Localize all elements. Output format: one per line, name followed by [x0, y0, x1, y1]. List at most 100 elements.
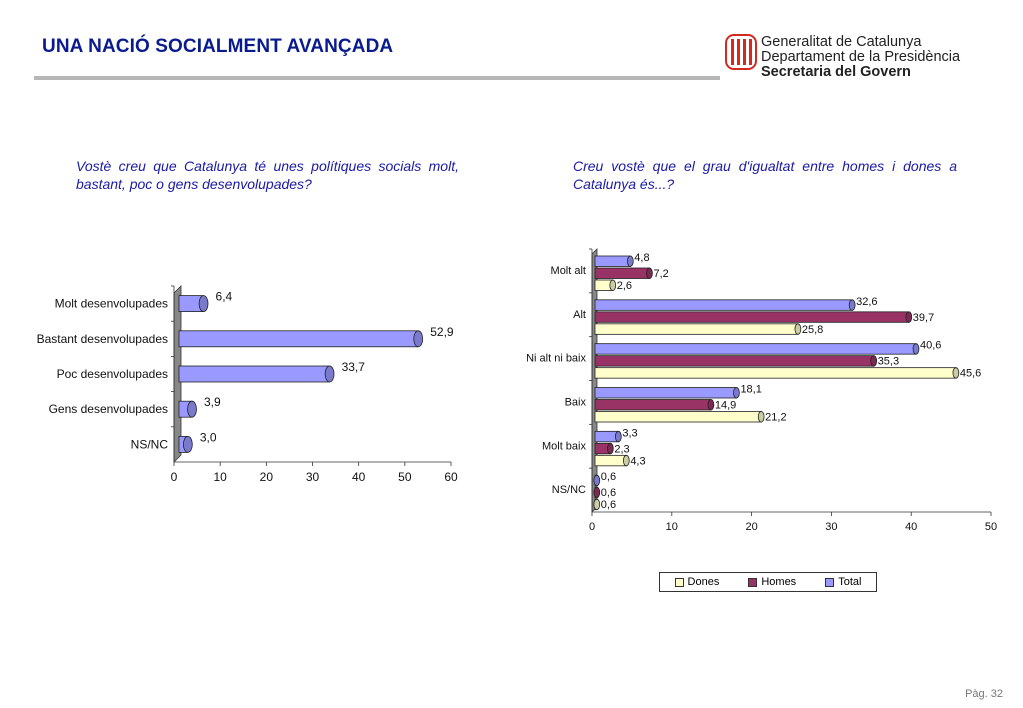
- chart2-bar-homes: [594, 442, 614, 455]
- chart2-value-label: 25,8: [802, 324, 823, 336]
- chart2-value-label: 4,8: [634, 252, 649, 264]
- legend-swatch: [674, 577, 684, 587]
- chart2-value-label: 18,1: [740, 384, 761, 396]
- chart2-bar-total-body: [594, 430, 619, 443]
- chart1-bar-body: [178, 330, 419, 348]
- chart2-bar-total-body: [594, 343, 917, 355]
- legend-label: Total: [838, 576, 862, 588]
- chart1-bar: [178, 295, 209, 313]
- chart2-bar-dones-cap: [952, 367, 960, 379]
- chart2-bar-homes: [594, 311, 913, 323]
- legend-item-homes: Homes: [748, 576, 796, 588]
- chart2-bar-homes-cap: [870, 355, 878, 367]
- chart2-bar-homes-body: [594, 399, 712, 411]
- chart2-bar-dones: [594, 279, 617, 291]
- chart2-bar-homes-cap: [593, 486, 601, 499]
- chart2-bar-dones-body: [594, 323, 799, 335]
- chart2-value-label: 21,2: [765, 412, 786, 424]
- chart1-value-label: 52,9: [430, 325, 454, 339]
- chart2-value-label: 2,3: [614, 443, 629, 455]
- generalitat-logo: [725, 34, 757, 70]
- chart2-bar-total: [594, 299, 856, 311]
- chart1-bar: [178, 330, 424, 348]
- chart2-bar-dones-cap: [757, 411, 765, 423]
- logo-stripe: [731, 39, 734, 65]
- chart1-value-label: 33,7: [342, 360, 366, 374]
- legend-label: Homes: [761, 576, 797, 588]
- chart2-value-label: 45,6: [960, 368, 981, 380]
- chart2-value-label: 0,6: [601, 471, 616, 483]
- logo-line-3: Secretaria del Govern: [761, 64, 911, 80]
- chart1-category-label: Molt desenvolupades: [55, 297, 168, 311]
- chart1-x-tick-label: 60: [444, 470, 458, 484]
- logo-stripe: [737, 39, 740, 65]
- chart2-bar-homes: [594, 399, 715, 411]
- chart2-x-tick-label: 0: [589, 521, 595, 533]
- chart2-bar-total: [594, 387, 740, 399]
- chart2-bar-homes-body: [594, 267, 650, 279]
- legend-item-total: Total: [825, 576, 861, 588]
- chart1-x-tick-label: 30: [306, 470, 320, 484]
- chart2-bar-homes-cap: [905, 311, 913, 323]
- chart2-x-tick-label: 20: [745, 521, 757, 533]
- chart2-bar-total: [594, 430, 622, 443]
- chart2-value-label: 7,2: [653, 268, 668, 280]
- chart2-bar-dones-cap: [794, 323, 802, 335]
- legend-item-dones: Dones: [674, 576, 719, 588]
- chart2-value-label: 40,6: [920, 340, 941, 352]
- chart1-value-label: 3,0: [200, 430, 217, 444]
- chart2-bar-dones-cap: [609, 279, 617, 291]
- chart1-bar-cap: [324, 365, 335, 383]
- page-number: Pàg. 32: [965, 688, 1003, 700]
- chart1-bar: [178, 400, 197, 418]
- chart2-bar-homes: [594, 267, 653, 279]
- chart2-bar-dones: [594, 411, 765, 423]
- chart2-category-label: Ni alt ni baix: [526, 353, 586, 365]
- chart2-x-tick-label: 40: [905, 521, 917, 533]
- chart2-category-label: Molt baix: [542, 440, 587, 452]
- chart2-bar-dones-cap: [593, 498, 601, 511]
- chart2-bar-total-body: [594, 387, 737, 399]
- chart2-bar-homes-cap: [646, 267, 653, 279]
- chart2-bar-total: [594, 343, 920, 355]
- chart1-category-label: NS/NC: [131, 437, 169, 451]
- chart2-x-tick-label: 50: [985, 521, 997, 533]
- chart2-bar-total-cap: [614, 430, 622, 443]
- chart2-bar-dones: [594, 323, 802, 335]
- chart-legend: Dones Homes Total: [659, 572, 877, 592]
- chart2-bar-homes-body: [594, 311, 910, 323]
- chart2-value-label: 3,3: [622, 427, 637, 439]
- chart2-bar-total: [594, 255, 634, 267]
- chart2-value-label: 4,3: [630, 455, 645, 467]
- chart1-bar: [178, 365, 335, 383]
- chart-gender-equality: 4,8 7,2 2,6 Molt alt 32,6 39,7 25,8 Alt 40,6 35,3…: [526, 248, 997, 533]
- chart2-bar-homes: [594, 355, 878, 367]
- chart2-bar-dones-cap: [622, 454, 630, 467]
- chart2-bar-homes: [593, 486, 601, 499]
- chart2-category-label: NS/NC: [552, 484, 586, 496]
- logo-stripe: [749, 39, 752, 65]
- chart2-value-label: 35,3: [878, 356, 899, 368]
- chart2-value-label: 39,7: [913, 312, 934, 324]
- title-divider: [34, 76, 720, 80]
- legend-swatch: [748, 577, 758, 587]
- chart1-bar-cap: [198, 295, 209, 312]
- chart2-bar-dones-body: [594, 367, 957, 379]
- chart1-category-label: Bastant desenvolupades: [37, 332, 168, 346]
- question-gender-equality: Creu vostè que el grau d'igualtat entre …: [573, 158, 957, 192]
- logo-stripe: [743, 39, 746, 65]
- logo-text: Generalitat de Catalunya Departament de …: [761, 35, 960, 80]
- chart2-category-label: Baix: [565, 396, 587, 408]
- chart2-value-label: 14,9: [715, 400, 736, 412]
- chart2-value-label: 0,6: [601, 487, 616, 499]
- chart2-value-label: 32,6: [856, 296, 877, 308]
- chart-social-policies: Molt desenvolupades 6,4 Bastant desenvolup…: [37, 285, 458, 484]
- chart2-bar-homes-cap: [707, 399, 715, 411]
- chart2-bar-total: [593, 474, 601, 487]
- chart1-x-tick-label: 0: [171, 470, 178, 484]
- chart1-value-label: 3,9: [204, 395, 221, 409]
- chart2-bar-total-cap: [848, 299, 856, 311]
- chart2-x-tick-label: 30: [825, 521, 837, 533]
- chart2-bar-dones: [593, 498, 601, 511]
- chart2-category-label: Molt alt: [551, 265, 586, 277]
